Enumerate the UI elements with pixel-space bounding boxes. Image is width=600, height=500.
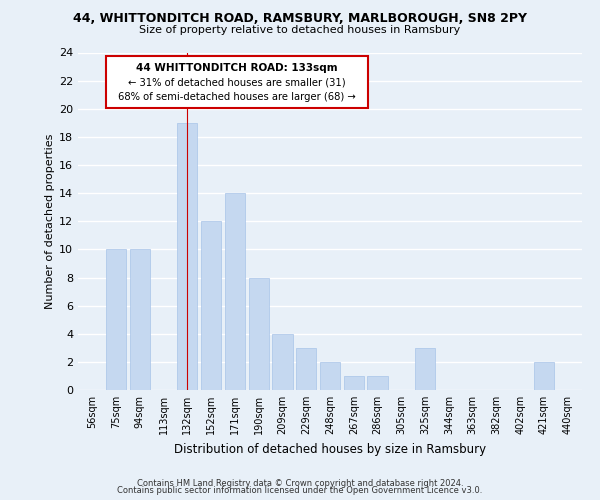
Text: 44 WHITTONDITCH ROAD: 133sqm: 44 WHITTONDITCH ROAD: 133sqm xyxy=(136,62,338,72)
Bar xyxy=(296,348,316,390)
Text: Contains HM Land Registry data © Crown copyright and database right 2024.: Contains HM Land Registry data © Crown c… xyxy=(137,478,463,488)
X-axis label: Distribution of detached houses by size in Ramsbury: Distribution of detached houses by size … xyxy=(174,442,486,456)
Y-axis label: Number of detached properties: Number of detached properties xyxy=(45,134,55,309)
Text: Size of property relative to detached houses in Ramsbury: Size of property relative to detached ho… xyxy=(139,25,461,35)
Bar xyxy=(367,376,388,390)
Text: ← 31% of detached houses are smaller (31): ← 31% of detached houses are smaller (31… xyxy=(128,78,346,88)
Text: 44, WHITTONDITCH ROAD, RAMSBURY, MARLBOROUGH, SN8 2PY: 44, WHITTONDITCH ROAD, RAMSBURY, MARLBOR… xyxy=(73,12,527,26)
Bar xyxy=(177,123,197,390)
Bar xyxy=(106,250,126,390)
Bar xyxy=(344,376,364,390)
Text: 68% of semi-detached houses are larger (68) →: 68% of semi-detached houses are larger (… xyxy=(118,92,356,102)
Bar xyxy=(272,334,293,390)
Bar xyxy=(225,193,245,390)
Bar xyxy=(320,362,340,390)
Bar xyxy=(201,221,221,390)
Bar xyxy=(248,278,269,390)
Text: Contains public sector information licensed under the Open Government Licence v3: Contains public sector information licen… xyxy=(118,486,482,495)
FancyBboxPatch shape xyxy=(106,56,368,108)
Bar xyxy=(415,348,435,390)
Bar xyxy=(130,250,150,390)
Bar xyxy=(534,362,554,390)
